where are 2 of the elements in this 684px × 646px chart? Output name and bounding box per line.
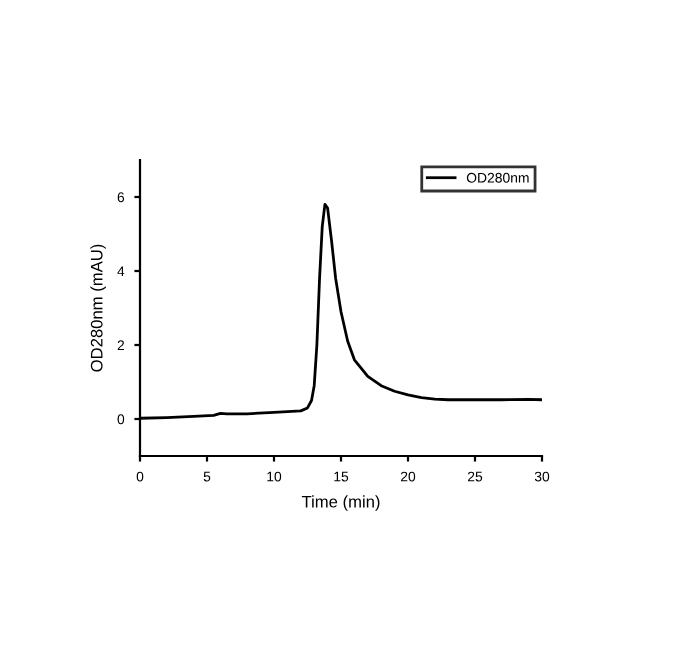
y-axis-title: OD280nm (mAU) [90,244,106,372]
x-axis-title: Time (min) [301,495,380,511]
